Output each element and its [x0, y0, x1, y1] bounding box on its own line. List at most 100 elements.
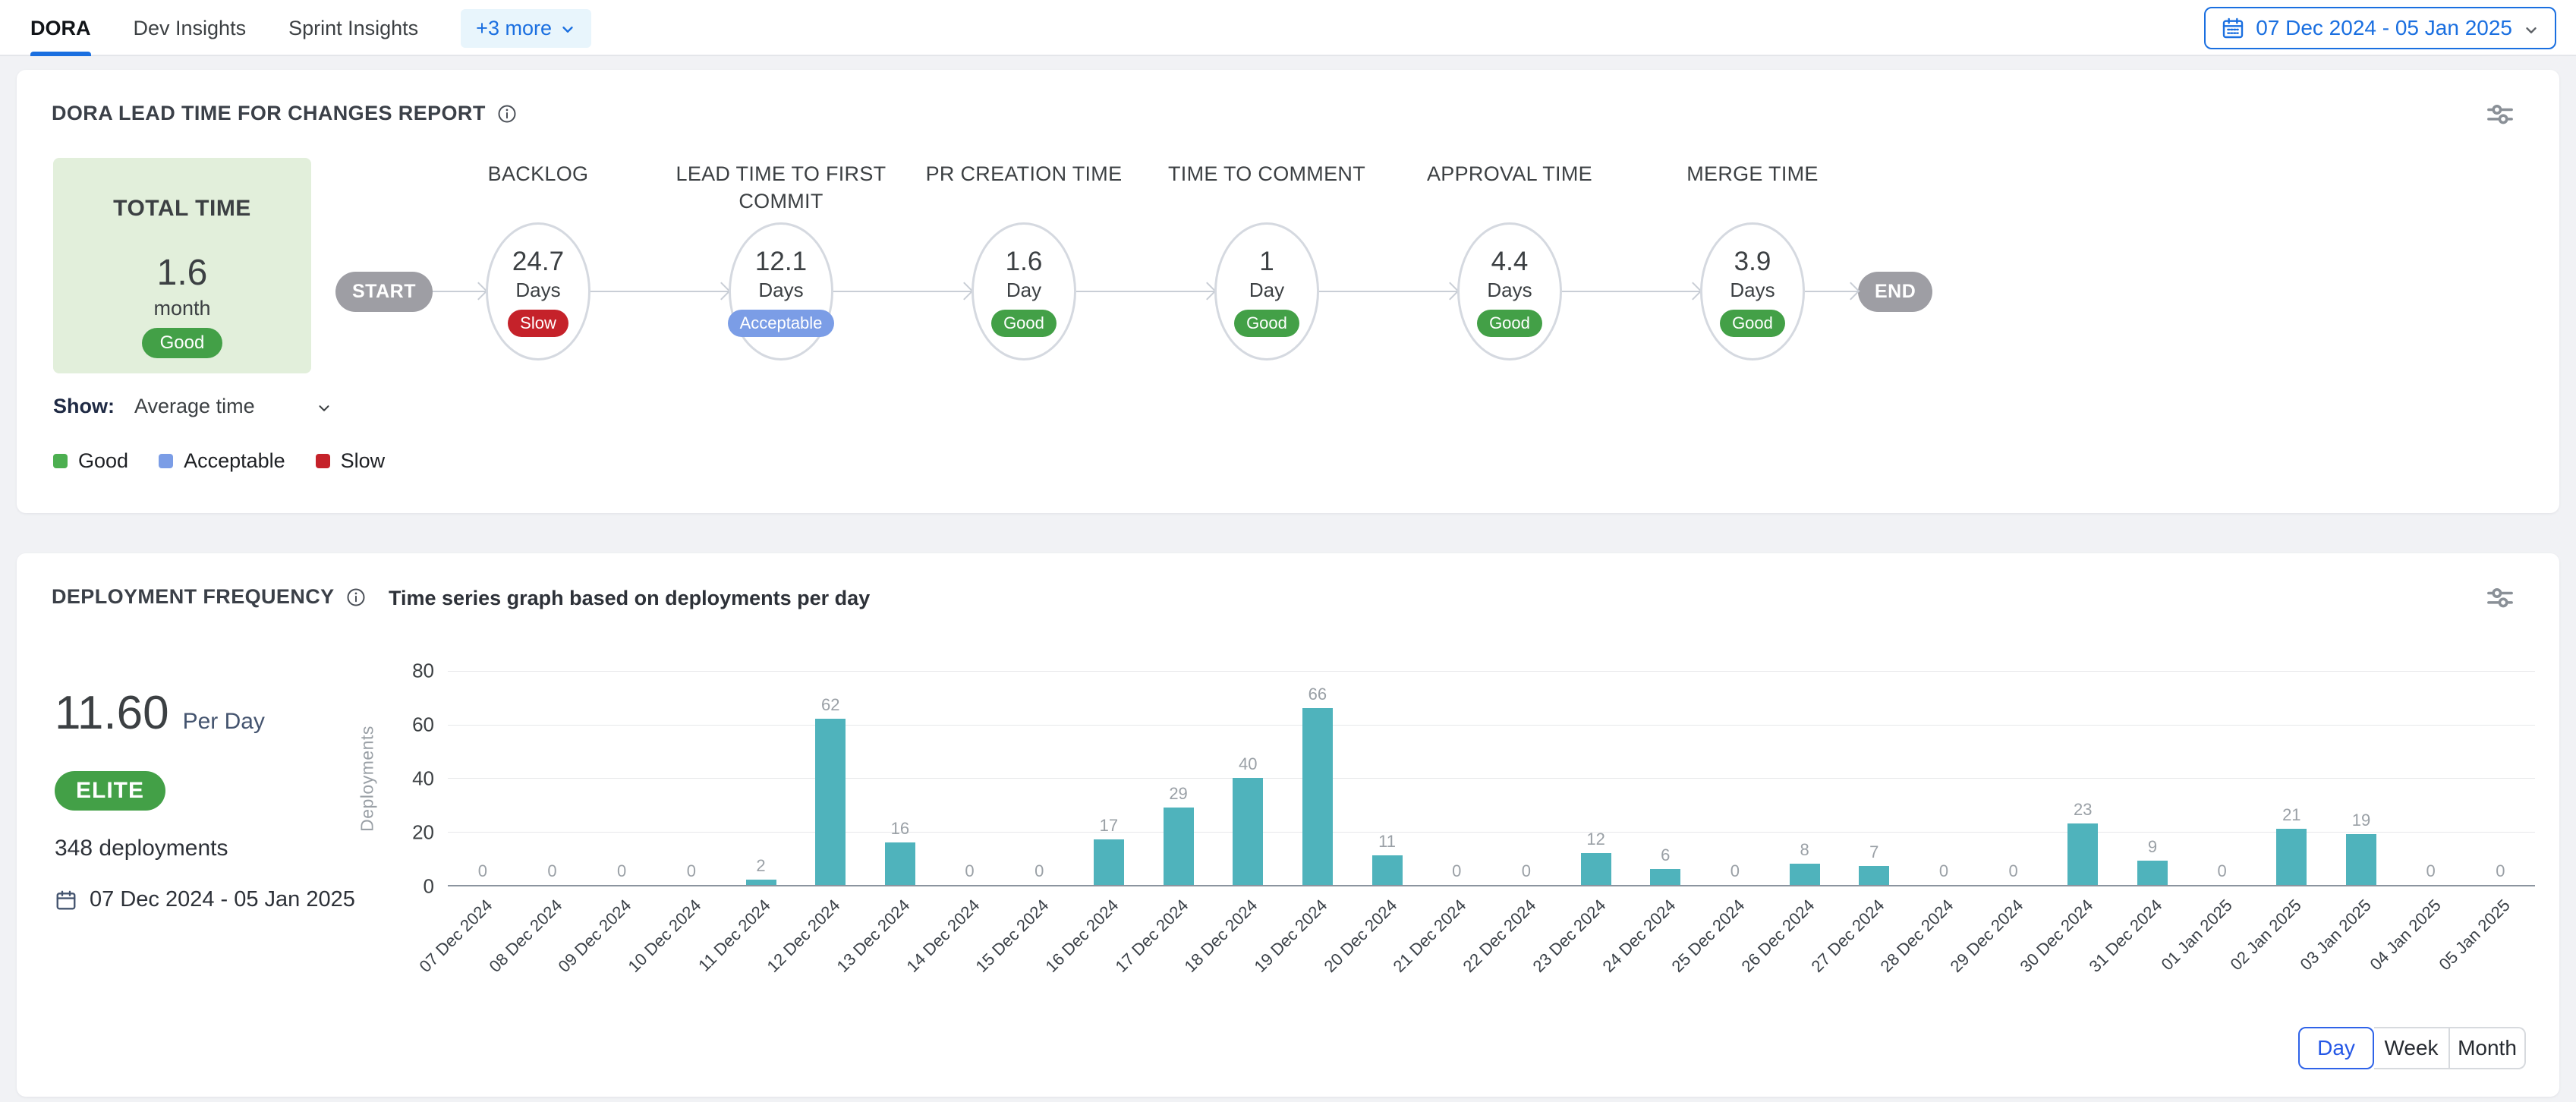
stage-value: 4.4	[1491, 246, 1529, 276]
flow-arrow	[590, 291, 729, 292]
stage-lead-time-to-first-commit: LEAD TIME TO FIRST COMMIT 12.1 Days Acce…	[676, 162, 886, 361]
lead-time-title-text: DORA LEAD TIME FOR CHANGES REPORT	[52, 102, 486, 124]
stage-approval-time: APPROVAL TIME 4.4 Days Good	[1427, 162, 1592, 361]
bar-slot: 29 17 Dec 2024	[1111, 671, 1214, 976]
chevron-down-icon	[2523, 20, 2540, 36]
show-selected-value: Average time	[134, 395, 255, 417]
date-range-picker[interactable]: 07 Dec 2024 - 05 Jan 2025	[2204, 7, 2556, 49]
x-axis-date-label: 28 Dec 2024	[1876, 896, 1957, 976]
tab-sprint-insights[interactable]: Sprint Insights	[288, 0, 418, 56]
legend-label: Slow	[340, 449, 386, 472]
x-axis-date-label: 07 Dec 2024	[415, 896, 496, 976]
stage-merge-label: MERGE TIME	[1686, 162, 1819, 185]
x-axis-date-label: 02 Jan 2025	[2226, 896, 2305, 974]
bar-value-label: 9	[2147, 837, 2158, 857]
stage-lead-time-label: LEAD TIME TO FIRST COMMIT	[675, 162, 886, 213]
y-tick-label: 0	[423, 874, 434, 898]
stage-unit: Days	[1487, 278, 1532, 301]
chart-bars: 0 07 Dec 2024 0 08 Dec 2024 0 09 Dec 2024 0 10 …	[416, 671, 2535, 976]
bar-value-label: 0	[965, 861, 975, 880]
bar-value-label: 17	[1099, 816, 1119, 836]
bar-slot: 0 10 Dec 2024	[625, 671, 726, 976]
deployment-bar	[1789, 863, 1820, 885]
report-tabs: DORA Dev Insights Sprint Insights +3 mor…	[30, 0, 591, 56]
stage-unit: Day	[1006, 278, 1042, 301]
bar-value-label: 62	[820, 695, 840, 715]
info-icon[interactable]	[496, 103, 518, 124]
stage-value: 1.6	[1005, 246, 1043, 276]
y-tick-label: 80	[412, 659, 434, 682]
x-axis-date-label: 12 Dec 2024	[763, 896, 844, 976]
toggle-day-button[interactable]: Day	[2298, 1027, 2374, 1069]
legend-label: Good	[78, 449, 129, 472]
y-tick-label: 40	[412, 767, 434, 790]
x-axis-date-label: 15 Dec 2024	[972, 896, 1053, 976]
toggle-week-button[interactable]: Week	[2374, 1027, 2450, 1069]
total-time-unit: month	[153, 297, 211, 320]
deployment-bar	[1163, 807, 1194, 885]
stage-status-badge: Good	[1720, 309, 1785, 337]
legend-swatch-good	[53, 454, 68, 468]
chart-settings-icon[interactable]	[2483, 581, 2517, 614]
x-axis-date-label: 11 Dec 2024	[694, 896, 775, 975]
stage-status-badge: Good	[1234, 309, 1299, 337]
stage-merge-time: MERGE TIME 3.9 Days Good	[1686, 162, 1818, 361]
x-axis-date-label: 03 Jan 2025	[2296, 896, 2375, 974]
flow-arrow	[1804, 291, 1858, 292]
tab-dev-insights[interactable]: Dev Insights	[134, 0, 247, 56]
bar-value-label: 2	[756, 855, 766, 875]
legend-swatch-slow	[315, 454, 330, 468]
deployment-rate-unit: Per Day	[182, 709, 265, 734]
bar-value-label: 0	[686, 861, 696, 880]
lead-time-panel: DORA LEAD TIME FOR CHANGES REPORT TOTAL …	[17, 70, 2559, 513]
x-axis-date-label: 31 Dec 2024	[2085, 896, 2166, 976]
deployment-chart-plot[interactable]: 0 07 Dec 2024 0 08 Dec 2024 0 09 Dec 2024 0 10 …	[416, 671, 2535, 976]
bar-value-label: 29	[1169, 783, 1188, 803]
y-axis-label: Deployments	[357, 726, 377, 832]
bar-value-label: 0	[477, 861, 487, 880]
deployment-frequency-panel: DEPLOYMENT FREQUENCY Time series graph b…	[17, 553, 2559, 1097]
performance-tier-badge: ELITE	[55, 771, 166, 811]
legend-item-good: Good	[53, 449, 128, 473]
bar-slot: 0 29 Dec 2024	[1946, 671, 2049, 976]
tab-dora[interactable]: DORA	[30, 0, 91, 56]
top-navigation-bar: DORA Dev Insights Sprint Insights +3 mor…	[0, 0, 2576, 56]
show-selector[interactable]: Show: Average time	[53, 395, 332, 418]
stage-value: 1	[1259, 246, 1274, 276]
bar-slot: 62 12 Dec 2024	[764, 671, 865, 976]
stage-unit: Day	[1249, 278, 1285, 301]
stage-pr-creation-time: PR CREATION TIME 1.6 Day Good	[926, 162, 1122, 361]
bar-slot: 19 03 Jan 2025	[2296, 671, 2396, 974]
stage-unit: Days	[758, 278, 804, 301]
toggle-month-button[interactable]: Month	[2450, 1027, 2526, 1069]
deployment-bar	[2276, 828, 2307, 885]
tab-sprint-insights-label: Sprint Insights	[288, 16, 419, 39]
x-axis-date-label: 19 Dec 2024	[1250, 896, 1331, 976]
x-axis-date-label: 30 Dec 2024	[2016, 896, 2096, 976]
stage-backlog: BACKLOG 24.7 Days Slow	[485, 162, 590, 361]
x-axis-date-label: 26 Dec 2024	[1737, 896, 1819, 976]
stage-status-badge: Good	[991, 309, 1057, 337]
deployment-bar	[1580, 852, 1611, 885]
stage-approval-label: APPROVAL TIME	[1427, 162, 1592, 185]
bar-slot: 0 07 Dec 2024	[416, 671, 518, 976]
chart-settings-icon[interactable]	[2483, 97, 2517, 131]
more-tabs-label: +3 more	[476, 16, 552, 39]
deployment-title-text: DEPLOYMENT FREQUENCY	[52, 585, 335, 608]
stage-value: 3.9	[1734, 246, 1771, 276]
x-axis-date-label: 20 Dec 2024	[1320, 896, 1401, 976]
y-tick-label: 20	[412, 820, 434, 844]
more-tabs-button[interactable]: +3 more	[461, 8, 591, 48]
show-label: Show:	[53, 395, 115, 417]
bar-slot: 0 22 Dec 2024	[1460, 671, 1561, 976]
bar-slot: 0 08 Dec 2024	[485, 671, 587, 976]
stage-time-to-comment-circle: 1 Day Good	[1214, 222, 1319, 361]
bar-slot: 23 30 Dec 2024	[2016, 671, 2118, 976]
x-axis-date-label: 14 Dec 2024	[902, 896, 984, 976]
info-icon[interactable]	[345, 587, 367, 608]
flow-arrow	[833, 291, 972, 292]
bar-slot: 0 25 Dec 2024	[1668, 671, 1770, 976]
legend-swatch-acceptable	[159, 454, 174, 468]
date-range-label: 07 Dec 2024 - 05 Jan 2025	[2256, 16, 2512, 39]
deployment-bar	[1302, 708, 1333, 885]
